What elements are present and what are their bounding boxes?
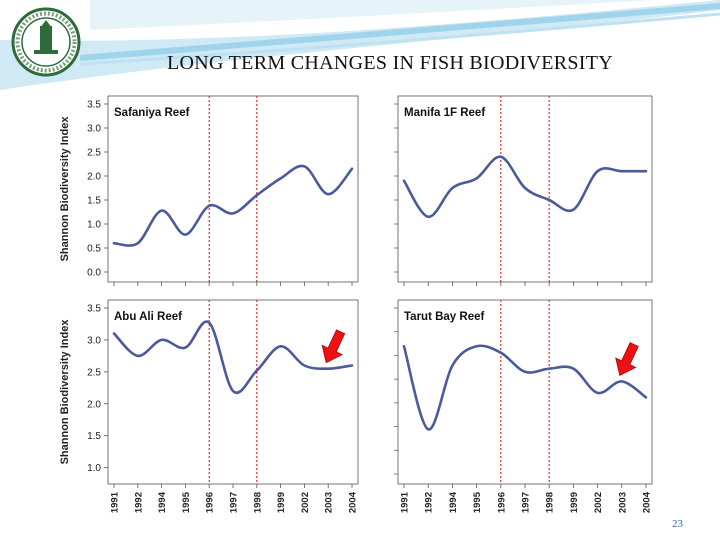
university-seal-icon [11,7,81,77]
x-tick-label: 1991 [110,491,121,513]
x-tick-label: 2004 [642,491,653,513]
y-axis-label: Shannon Biodiversity Index [59,116,71,262]
y-tick-label: 2.0 [87,172,101,183]
chart-title: Tarut Bay Reef [404,311,484,323]
y-tick-label: 3.0 [87,335,101,346]
x-tick-label: 1995 [181,491,192,513]
chart-title: Abu Ali Reef [114,311,182,323]
chart-panel: Manifa 1F Reef [394,95,653,286]
x-tick-label: 1998 [545,492,556,513]
x-tick-label: 1997 [521,492,532,513]
chart-panel: 1991 1992 1994 1995 1996 1997 1998 1999 2002 2003… [394,299,653,513]
y-tick-label: 0.5 [87,244,101,255]
y-tick-label: 2.5 [87,367,101,378]
chart-title: Safaniya Reef [114,107,190,119]
x-tick-label: 1992 [133,492,144,513]
x-tick-label: 1995 [472,491,483,513]
chart-title: Manifa 1F Reef [404,107,485,119]
x-tick-label: 1994 [448,491,459,513]
slide-title: LONG TERM CHANGES IN FISH BIODIVERSITY [166,52,614,74]
arrow-shape [615,342,639,377]
y-tick-label: 3.0 [87,124,101,135]
y-tick-label: 2.0 [87,399,101,410]
chart-panel: 1.0 1.5 2.0 2.5 3.0 3.5 Shannon Biodiversity I… [59,299,359,513]
y-axis-label: Shannon Biodiversity Index [59,319,71,465]
x-tick-label: 1999 [276,492,287,513]
y-tick-label: 0.0 [87,268,101,279]
page-number: 23 [672,518,683,530]
arrow-shape [321,329,346,364]
x-tick-label: 1992 [424,492,435,513]
y-tick-label: 1.0 [87,463,101,474]
y-tick-label: 3.5 [87,100,101,111]
series-line [112,164,354,247]
x-tick-label: 2003 [617,492,628,513]
y-tick-label: 3.5 [87,304,101,315]
series-line [112,320,354,395]
plot-frame [107,95,359,283]
x-tick-label: 1999 [569,492,580,513]
y-tick-label: 1.5 [87,196,101,207]
x-tick-label: 1998 [252,492,263,513]
x-tick-label: 2004 [348,491,359,513]
x-tick-label: 1994 [157,491,168,513]
header-banner [0,0,720,90]
x-tick-label: 1997 [229,492,240,513]
x-tick-label: 1996 [205,492,216,513]
x-tick-label: 1991 [400,491,411,513]
x-tick-label: 1996 [496,492,507,513]
x-tick-label: 2003 [324,492,335,513]
plot-frame [397,299,653,485]
y-tick-label: 1.5 [87,431,101,442]
series-line [402,344,648,431]
x-tick-label: 2002 [300,492,311,513]
y-tick-label: 2.5 [87,148,101,159]
y-tick-label: 1.0 [87,220,101,231]
chart-panel: 0.0 0.5 1.0 1.5 2.0 2.5 3.0 3.5 Shannon Biodiver… [59,95,359,286]
red-arrow-icon [615,342,639,377]
x-tick-label: 2002 [593,492,604,513]
red-arrow-icon [321,329,346,364]
series-line [402,155,648,219]
